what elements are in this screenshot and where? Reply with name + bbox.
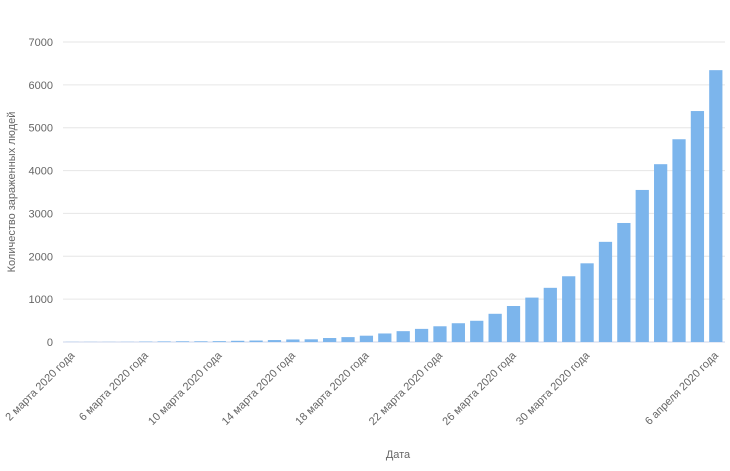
bar — [562, 276, 575, 342]
y-tick-label: 5000 — [29, 123, 53, 135]
bar — [305, 339, 318, 342]
bar — [249, 341, 262, 342]
bar — [489, 314, 502, 342]
x-tick-label: 14 марта 2020 года — [220, 349, 299, 428]
x-tick-label: 10 марта 2020 года — [146, 349, 225, 428]
bar — [378, 333, 391, 342]
bar — [415, 329, 428, 342]
bar — [470, 321, 483, 342]
bar — [525, 298, 538, 342]
x-tick-label: 6 марта 2020 года — [77, 349, 152, 424]
bar — [194, 341, 207, 342]
x-tick-label: 22 марта 2020 года — [367, 349, 446, 428]
bar — [544, 288, 557, 342]
x-tick-label: 6 апреля 2020 года — [643, 349, 722, 428]
x-tick-label: 30 марта 2020 года — [514, 349, 593, 428]
bar — [158, 341, 171, 342]
bar — [268, 340, 281, 342]
y-tick-label: 4000 — [29, 166, 53, 178]
y-tick-label: 3000 — [29, 208, 53, 220]
x-tick-label: 2 марта 2020 года — [3, 349, 78, 424]
x-axis-title: Дата — [386, 449, 411, 461]
bar — [507, 306, 520, 342]
bar — [691, 111, 704, 342]
bar — [654, 164, 667, 342]
bar — [323, 338, 336, 342]
bar — [452, 323, 465, 342]
x-tick-label: 18 марта 2020 года — [293, 349, 372, 428]
bar — [286, 339, 299, 342]
bar — [397, 331, 410, 342]
y-axis-title: Количество зараженных людей — [6, 112, 18, 273]
y-tick-label: 7000 — [29, 37, 53, 49]
y-tick-label: 2000 — [29, 251, 53, 263]
bar — [672, 139, 685, 342]
y-tick-label: 6000 — [29, 80, 53, 92]
bar — [433, 326, 446, 342]
bar — [360, 336, 373, 342]
bar — [636, 190, 649, 342]
bar — [213, 341, 226, 342]
y-tick-label: 0 — [47, 337, 53, 349]
y-tick-label: 1000 — [29, 294, 53, 306]
bar — [599, 242, 612, 342]
bar — [341, 337, 354, 342]
x-tick-label: 26 марта 2020 года — [440, 349, 519, 428]
bar — [176, 341, 189, 342]
bar — [617, 223, 630, 342]
bar — [709, 70, 722, 342]
bar — [580, 263, 593, 342]
bar — [231, 341, 244, 342]
